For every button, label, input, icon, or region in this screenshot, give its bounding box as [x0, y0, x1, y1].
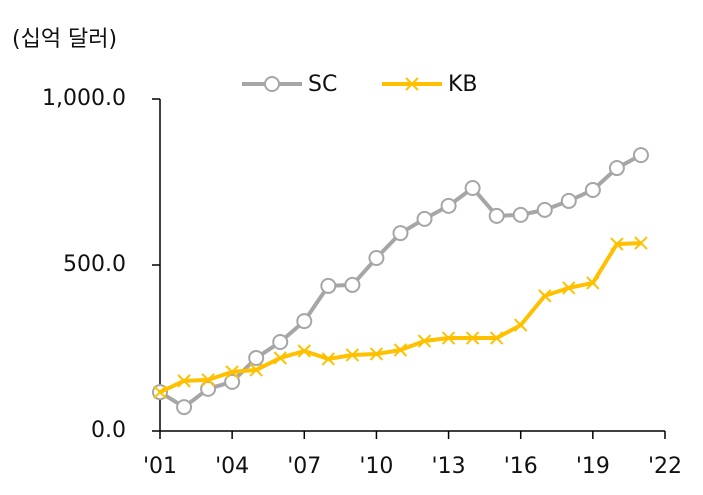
legend-label: SC	[308, 72, 337, 97]
marker	[297, 344, 311, 358]
marker	[514, 318, 528, 332]
legend-marker	[405, 77, 419, 91]
x-tick-label: '19	[576, 454, 610, 479]
marker	[248, 349, 265, 366]
marker	[320, 277, 337, 294]
marker	[272, 334, 289, 351]
marker	[536, 201, 553, 218]
y-tick-label: 500.0	[63, 252, 126, 277]
marker	[512, 206, 529, 223]
marker	[562, 281, 576, 295]
marker	[296, 313, 313, 330]
y-axis-label: (십억 달러)	[12, 27, 117, 52]
x-tick-label: '04	[215, 454, 249, 479]
marker	[440, 197, 457, 214]
marker	[153, 385, 167, 399]
x-tick-label: '01	[143, 454, 177, 479]
marker	[321, 352, 336, 366]
marker	[201, 373, 215, 387]
marker	[465, 331, 480, 345]
series-line	[159, 241, 642, 394]
x-tick-label: '07	[287, 454, 321, 479]
marker	[344, 276, 361, 293]
marker	[177, 374, 191, 388]
marker	[560, 192, 577, 209]
marker	[225, 365, 239, 379]
y-tick-label: 0.0	[91, 418, 126, 443]
marker	[632, 147, 649, 164]
marker	[610, 237, 624, 251]
x-tick-label: '13	[432, 454, 466, 479]
marker	[273, 351, 287, 365]
marker	[369, 347, 384, 361]
marker	[464, 179, 481, 196]
marker	[417, 334, 432, 348]
marker	[608, 160, 625, 177]
marker	[368, 250, 385, 267]
marker	[249, 363, 263, 377]
marker	[634, 236, 648, 250]
marker	[441, 331, 456, 345]
marker	[392, 225, 409, 242]
legend-label: KB	[448, 72, 478, 97]
series-line	[158, 153, 642, 410]
marker	[224, 373, 241, 390]
y-tick-label: 1,000.0	[42, 86, 126, 111]
marker	[416, 210, 433, 227]
marker	[176, 399, 193, 416]
marker	[393, 343, 408, 357]
marker	[584, 181, 601, 198]
legend-marker	[264, 76, 280, 92]
x-tick-label: '16	[504, 454, 538, 479]
marker	[538, 289, 552, 303]
marker	[586, 276, 600, 290]
marker	[345, 348, 360, 362]
x-tick-label: '22	[648, 454, 682, 479]
marker	[489, 331, 504, 345]
x-tick-label: '10	[359, 454, 393, 479]
marker	[488, 207, 505, 224]
